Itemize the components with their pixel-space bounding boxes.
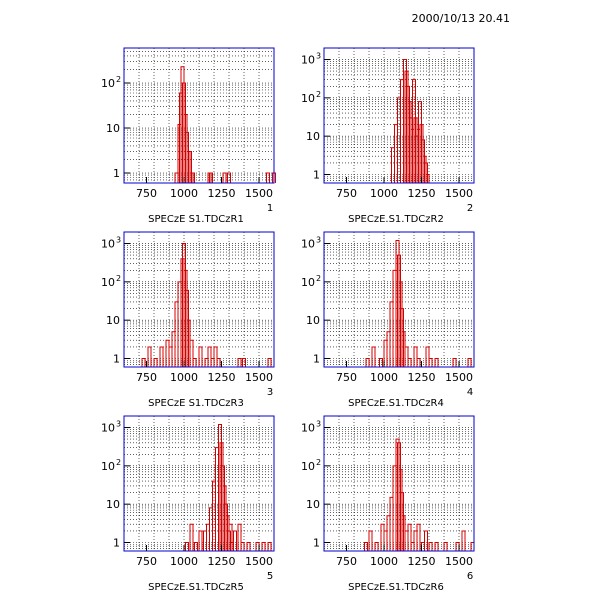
y-tick-exponent: 3: [316, 52, 321, 61]
y-tick-label: 10: [106, 122, 120, 135]
pad-number: 3: [267, 387, 273, 398]
x-tick-label: 750: [336, 555, 357, 568]
y-tick-label: 10: [101, 276, 115, 289]
y-tick-exponent: 2: [316, 458, 321, 467]
y-tick-label: 10: [301, 460, 315, 473]
y-tick-exponent: 3: [116, 420, 121, 429]
histogram-line: [364, 438, 475, 551]
histogram-title: SPECzE.S1.TDCzR4: [348, 398, 444, 409]
y-tick-label: 10: [106, 314, 120, 327]
x-tick-label: 1500: [445, 187, 473, 200]
x-tick-label: 1500: [245, 555, 273, 568]
y-tick-exponent: 3: [316, 420, 321, 429]
histogram-line: [365, 240, 472, 367]
y-tick-exponent: 3: [316, 236, 321, 245]
x-tick-label: 1000: [370, 187, 398, 200]
y-tick-label: 10: [301, 238, 315, 251]
histogram-line: [185, 424, 272, 551]
x-tick-label: 1500: [445, 371, 473, 384]
y-tick-label: 10: [306, 498, 320, 511]
x-tick-label: 1500: [445, 555, 473, 568]
histogram-title: SPECzE S1.TDCzR1: [148, 214, 244, 225]
x-tick-label: 1250: [208, 187, 236, 200]
x-tick-label: 750: [336, 187, 357, 200]
histogram-title: SPECzE S1.TDCzR3: [148, 398, 244, 409]
x-tick-label: 750: [136, 371, 157, 384]
pad-number: 1: [267, 203, 273, 214]
y-tick-label: 1: [313, 352, 320, 365]
y-tick-label: 10: [301, 92, 315, 105]
y-tick-label: 1: [113, 536, 120, 549]
x-tick-label: 1500: [245, 187, 273, 200]
y-tick-exponent: 2: [116, 458, 121, 467]
x-tick-label: 750: [136, 187, 157, 200]
x-tick-label: 1250: [208, 555, 236, 568]
y-tick-label: 1: [313, 168, 320, 181]
histogram-title: SPECzE.S1.TDCzR6: [348, 582, 444, 593]
plot-frame: [123, 231, 275, 368]
histogram-line: [174, 66, 276, 183]
y-tick-exponent: 2: [316, 90, 321, 99]
y-tick-label: 1: [113, 167, 120, 180]
plot-frame: [123, 47, 275, 184]
histogram-line: [141, 243, 272, 367]
y-tick-exponent: 2: [116, 274, 121, 283]
x-tick-label: 1000: [170, 187, 198, 200]
y-tick-label: 10: [306, 314, 320, 327]
y-tick-exponent: 3: [116, 236, 121, 245]
y-tick-label: 10: [301, 276, 315, 289]
y-tick-label: 10: [301, 422, 315, 435]
x-tick-label: 1250: [408, 187, 436, 200]
y-tick-label: 10: [101, 460, 115, 473]
y-tick-label: 10: [301, 54, 315, 67]
x-tick-label: 1250: [208, 371, 236, 384]
pad-number: 6: [467, 571, 473, 582]
histogram-title: SPECzE.S1.TDCzR2: [348, 214, 444, 225]
y-tick-label: 10: [106, 498, 120, 511]
x-tick-label: 750: [336, 371, 357, 384]
x-tick-label: 1000: [370, 371, 398, 384]
y-tick-exponent: 2: [116, 75, 121, 84]
plot-frame: [123, 415, 275, 552]
x-tick-label: 750: [136, 555, 157, 568]
x-tick-label: 1000: [370, 555, 398, 568]
x-tick-label: 1000: [170, 555, 198, 568]
histogram-title: SPECzE.S1.TDCzR5: [148, 582, 244, 593]
y-tick-label: 10: [101, 238, 115, 251]
pad-number: 4: [467, 387, 473, 398]
pad-number: 5: [267, 571, 273, 582]
pad-number: 2: [467, 203, 473, 214]
x-tick-label: 1250: [408, 371, 436, 384]
x-tick-label: 1500: [245, 371, 273, 384]
y-tick-label: 10: [101, 77, 115, 90]
plot-frame: [323, 231, 475, 368]
y-tick-label: 10: [101, 422, 115, 435]
plot-frame: [323, 47, 475, 184]
histogram-line: [391, 59, 430, 183]
x-tick-label: 1250: [408, 555, 436, 568]
y-tick-exponent: 2: [316, 274, 321, 283]
y-tick-label: 1: [313, 536, 320, 549]
timestamp: 2000/10/13 20.41: [412, 12, 510, 25]
x-tick-label: 1000: [170, 371, 198, 384]
plot-frame: [323, 415, 475, 552]
y-tick-label: 10: [306, 130, 320, 143]
y-tick-label: 1: [113, 352, 120, 365]
